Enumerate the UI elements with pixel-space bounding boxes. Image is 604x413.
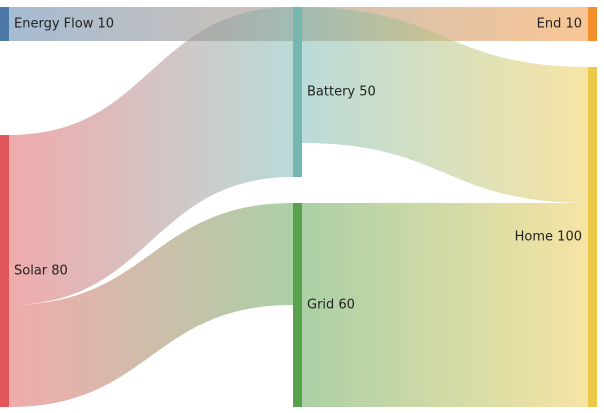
- node-label-solar: Solar 80: [14, 264, 68, 279]
- node-battery: [293, 7, 302, 177]
- node-solar: [0, 135, 9, 407]
- link-solar-to-grid: [9, 203, 293, 407]
- sankey-nodes: [0, 7, 597, 407]
- node-label-home: Home 100: [515, 230, 582, 245]
- node-label-battery: Battery 50: [307, 85, 376, 100]
- link-solar-to-battery: [9, 7, 293, 305]
- link-battery-to-home: [302, 7, 588, 203]
- node-energy_flow: [0, 7, 9, 41]
- sankey-links: [9, 7, 588, 407]
- link-grid-to-home: [302, 203, 588, 407]
- node-label-grid: Grid 60: [307, 298, 355, 313]
- node-grid: [293, 203, 302, 407]
- node-label-end: End 10: [537, 17, 582, 32]
- node-home: [588, 67, 597, 407]
- node-label-energy_flow: Energy Flow 10: [14, 17, 114, 32]
- node-end: [588, 7, 597, 41]
- sankey-labels: Energy Flow 10 Solar 80 Battery 50 Grid 60 E…: [14, 17, 582, 313]
